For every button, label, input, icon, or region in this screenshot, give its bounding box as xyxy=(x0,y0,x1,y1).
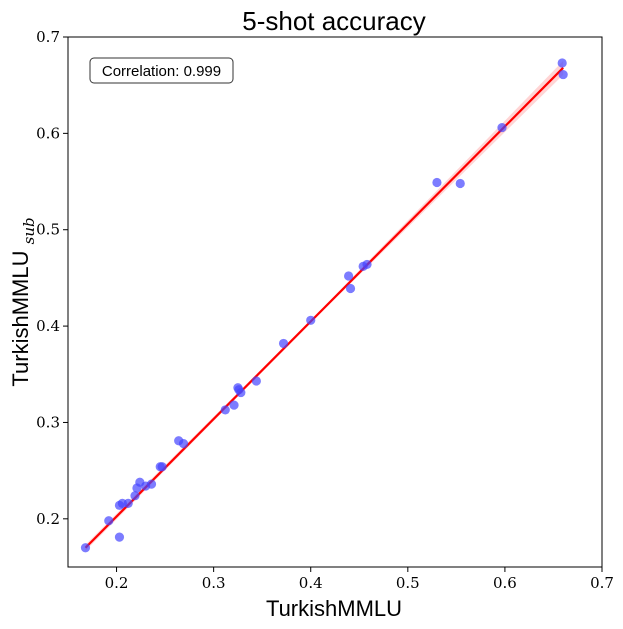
data-point-1 xyxy=(104,516,114,526)
data-point-20 xyxy=(251,376,261,386)
data-point-14 xyxy=(178,439,189,449)
data-point-28 xyxy=(455,178,465,189)
data-point-19 xyxy=(236,387,246,398)
plot-frame xyxy=(67,36,603,568)
x-tick-label-0: 0.2 xyxy=(105,574,129,592)
plot-area: 0.2 0.3 0.4 0.5 0.6 0.7 0.2 0.3 0.4 0.5 0.6 0.7 xyxy=(36,28,614,592)
x-tick-label-1: 0.3 xyxy=(202,574,226,592)
data-point-30 xyxy=(557,58,567,68)
data-point-0 xyxy=(80,543,91,553)
y-axis-label-main: TurkishMMLU xyxy=(8,251,33,387)
data-point-26 xyxy=(362,259,372,270)
y-tick-label-5: 0.7 xyxy=(36,28,60,46)
y-tick-label-2: 0.4 xyxy=(36,317,60,335)
annotation-box-frame xyxy=(89,57,234,84)
y-tick-label-1: 0.3 xyxy=(36,413,60,431)
y-tick-label-3: 0.5 xyxy=(36,221,60,239)
x-tick-label-4: 0.6 xyxy=(493,574,517,592)
correlation-annotation: Correlation: 0.999 xyxy=(102,63,221,80)
y-tick-label-4: 0.6 xyxy=(36,124,60,142)
y-axis-label: TurkishMMLU sub xyxy=(8,217,38,386)
data-point-27 xyxy=(432,177,442,188)
data-point-6 xyxy=(130,491,140,501)
data-point-24 xyxy=(345,283,356,294)
x-tick-label-3: 0.5 xyxy=(396,574,420,592)
x-tick-label-2: 0.4 xyxy=(299,574,323,592)
data-point-21 xyxy=(278,338,289,349)
data-point-5 xyxy=(123,498,133,508)
chart-title: 5-shot accuracy xyxy=(242,6,426,36)
y-tick-label-0: 0.2 xyxy=(36,510,60,528)
y-axis-label-subscript: sub xyxy=(20,217,38,244)
regression-line xyxy=(84,67,564,549)
data-point-22 xyxy=(306,315,316,325)
data-point-16 xyxy=(229,400,239,410)
data-point-12 xyxy=(157,462,167,472)
data-point-2 xyxy=(114,532,125,542)
x-tick-label-5: 0.7 xyxy=(590,574,614,592)
annotation-box: Correlation: 0.999 xyxy=(89,57,234,84)
x-axis-label: TurkishMMLU xyxy=(266,596,402,621)
data-point-23 xyxy=(343,271,354,281)
data-point-29 xyxy=(497,122,507,133)
data-point-15 xyxy=(220,405,230,415)
data-point-31 xyxy=(558,69,568,80)
data-point-10 xyxy=(146,479,157,489)
